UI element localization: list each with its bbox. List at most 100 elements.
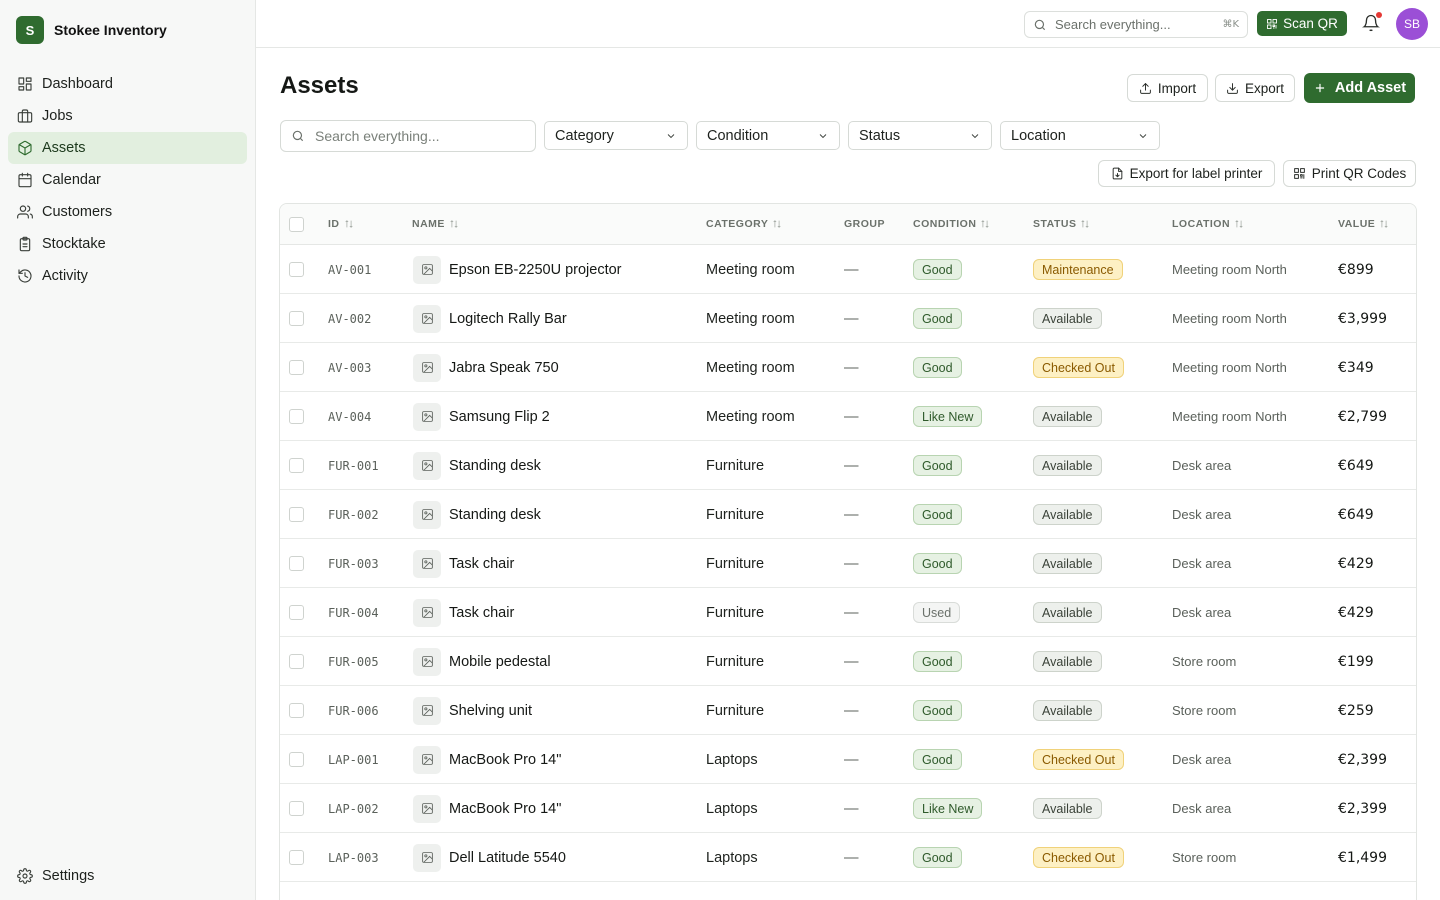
- table-row[interactable]: AV-002 Logitech Rally Bar Meeting room — Goo…: [280, 294, 1416, 343]
- asset-name-cell[interactable]: Jabra Speak 750: [413, 343, 559, 392]
- location-filter[interactable]: Location: [1000, 121, 1160, 150]
- asset-name-cell[interactable]: MacBook Pro 14": [413, 784, 561, 833]
- asset-name-cell[interactable]: Samsung Flip 2: [413, 392, 550, 441]
- status-badge: Available: [1033, 308, 1102, 329]
- asset-group: —: [844, 506, 859, 523]
- global-search-input[interactable]: Search everything... ⌘K: [1024, 11, 1248, 38]
- table-row[interactable]: LAP-002 MacBook Pro 14" Laptops — Like New Av…: [280, 784, 1416, 833]
- asset-value: €3,999: [1338, 310, 1387, 327]
- brand[interactable]: S Stokee Inventory: [16, 16, 167, 44]
- asset-name-cell[interactable]: Shelving unit: [413, 686, 532, 735]
- sidebar-item-customers[interactable]: Customers: [8, 196, 247, 228]
- row-checkbox[interactable]: [289, 654, 304, 669]
- column-header-location[interactable]: LOCATION: [1172, 218, 1244, 230]
- asset-name: Logitech Rally Bar: [449, 310, 567, 327]
- sidebar-item-assets[interactable]: Assets: [8, 132, 247, 164]
- sidebar-item-label: Calendar: [42, 172, 101, 188]
- row-checkbox[interactable]: [289, 262, 304, 277]
- row-checkbox[interactable]: [289, 752, 304, 767]
- column-header-value[interactable]: VALUE: [1338, 218, 1389, 230]
- row-checkbox[interactable]: [289, 801, 304, 816]
- sort-icon: [344, 220, 353, 228]
- asset-thumbnail: [413, 549, 441, 578]
- condition-filter[interactable]: Condition: [696, 121, 840, 150]
- row-checkbox[interactable]: [289, 703, 304, 718]
- select-all-checkbox[interactable]: [289, 217, 304, 232]
- asset-location: Meeting room North: [1172, 262, 1287, 277]
- status-badge: Checked Out: [1033, 749, 1124, 770]
- asset-category: Laptops: [706, 751, 758, 768]
- notifications-button[interactable]: [1362, 12, 1382, 34]
- row-checkbox[interactable]: [289, 409, 304, 424]
- table-row[interactable]: LAP-003 Dell Latitude 5540 Laptops — Good Che…: [280, 833, 1416, 882]
- condition-badge: Like New: [913, 798, 983, 819]
- sidebar-item-calendar[interactable]: Calendar: [8, 164, 247, 196]
- asset-name: Mobile pedestal: [449, 653, 551, 670]
- table-row[interactable]: AV-003 Jabra Speak 750 Meeting room — Good Ch…: [280, 343, 1416, 392]
- status-cell: Maintenance: [1033, 245, 1123, 294]
- status-filter[interactable]: Status: [848, 121, 992, 150]
- sidebar-item-stocktake[interactable]: Stocktake: [8, 228, 247, 260]
- asset-name-cell[interactable]: Epson EB-2250U projector: [413, 245, 622, 294]
- asset-search-input[interactable]: Search everything...: [280, 120, 536, 152]
- asset-category: Meeting room: [706, 261, 795, 278]
- asset-name-cell[interactable]: Task chair: [413, 588, 514, 637]
- asset-name-cell[interactable]: Mobile pedestal: [413, 637, 551, 686]
- column-header-name[interactable]: NAME: [412, 218, 459, 230]
- table-row[interactable]: FUR-004 Task chair Furniture — Used Available…: [280, 588, 1416, 637]
- export-label-printer-button[interactable]: Export for label printer: [1098, 160, 1275, 187]
- row-checkbox[interactable]: [289, 360, 304, 375]
- status-badge: Maintenance: [1033, 259, 1123, 280]
- row-checkbox[interactable]: [289, 311, 304, 326]
- table-row[interactable]: FUR-003 Task chair Furniture — Good Available…: [280, 539, 1416, 588]
- add-asset-button[interactable]: Add Asset: [1304, 73, 1415, 103]
- import-button[interactable]: Import: [1127, 74, 1208, 102]
- table-row[interactable]: LAP-001 MacBook Pro 14" Laptops — Good Checke…: [280, 735, 1416, 784]
- table-row[interactable]: AV-004 Samsung Flip 2 Meeting room — Like Ne…: [280, 392, 1416, 441]
- table-row[interactable]: FUR-005 Mobile pedestal Furniture — Good Avai…: [280, 637, 1416, 686]
- table-row[interactable]: AV-001 Epson EB-2250U projector Meeting ro…: [280, 245, 1416, 294]
- sidebar-item-settings[interactable]: Settings: [8, 860, 247, 892]
- category-filter[interactable]: Category: [544, 121, 688, 150]
- status-cell: Checked Out: [1033, 343, 1124, 392]
- scan-qr-button[interactable]: Scan QR: [1257, 11, 1347, 36]
- sidebar-item-label: Activity: [42, 268, 88, 284]
- status-cell: Checked Out: [1033, 735, 1124, 784]
- row-checkbox[interactable]: [289, 850, 304, 865]
- avatar[interactable]: SB: [1396, 8, 1428, 40]
- sidebar-item-jobs[interactable]: Jobs: [8, 100, 247, 132]
- row-checkbox[interactable]: [289, 507, 304, 522]
- sidebar-item-activity[interactable]: Activity: [8, 260, 247, 292]
- asset-category: Furniture: [706, 653, 765, 670]
- row-checkbox[interactable]: [289, 458, 304, 473]
- asset-name-cell[interactable]: Standing desk: [413, 490, 541, 539]
- sort-icon: [1081, 220, 1090, 228]
- sidebar-item-dashboard[interactable]: Dashboard: [8, 68, 247, 100]
- asset-thumbnail: [413, 451, 441, 480]
- table-header: ID NAME CATEGORY GROUP CONDITION STATUS …: [280, 204, 1416, 245]
- asset-search-placeholder: Search everything...: [315, 128, 440, 144]
- asset-location: Desk area: [1172, 556, 1232, 571]
- asset-name-cell[interactable]: MacBook Pro 14": [413, 735, 561, 784]
- row-checkbox[interactable]: [289, 605, 304, 620]
- asset-location: Meeting room North: [1172, 409, 1287, 424]
- asset-name-cell[interactable]: Logitech Rally Bar: [413, 294, 567, 343]
- sidebar-item-label: Dashboard: [42, 76, 113, 92]
- asset-group: —: [844, 310, 859, 327]
- table-row[interactable]: FUR-001 Standing desk Furniture — Good Availa…: [280, 441, 1416, 490]
- table-row[interactable]: FUR-002 Standing desk Furniture — Good Availa…: [280, 490, 1416, 539]
- asset-name-cell[interactable]: Task chair: [413, 539, 514, 588]
- asset-name-cell[interactable]: Dell Latitude 5540: [413, 833, 566, 882]
- column-header-category[interactable]: CATEGORY: [706, 218, 782, 230]
- column-header-id[interactable]: ID: [328, 218, 354, 230]
- location-filter-value: Location: [1011, 127, 1066, 144]
- row-checkbox[interactable]: [289, 556, 304, 571]
- status-cell: Available: [1033, 784, 1102, 833]
- print-qr-button[interactable]: Print QR Codes: [1283, 160, 1416, 187]
- asset-name-cell[interactable]: Standing desk: [413, 441, 541, 490]
- export-button[interactable]: Export: [1215, 74, 1295, 102]
- table-row[interactable]: FUR-006 Shelving unit Furniture — Good Availa…: [280, 686, 1416, 735]
- column-header-status[interactable]: STATUS: [1033, 218, 1090, 230]
- asset-id: AV-001: [328, 262, 372, 277]
- column-header-condition[interactable]: CONDITION: [913, 218, 990, 230]
